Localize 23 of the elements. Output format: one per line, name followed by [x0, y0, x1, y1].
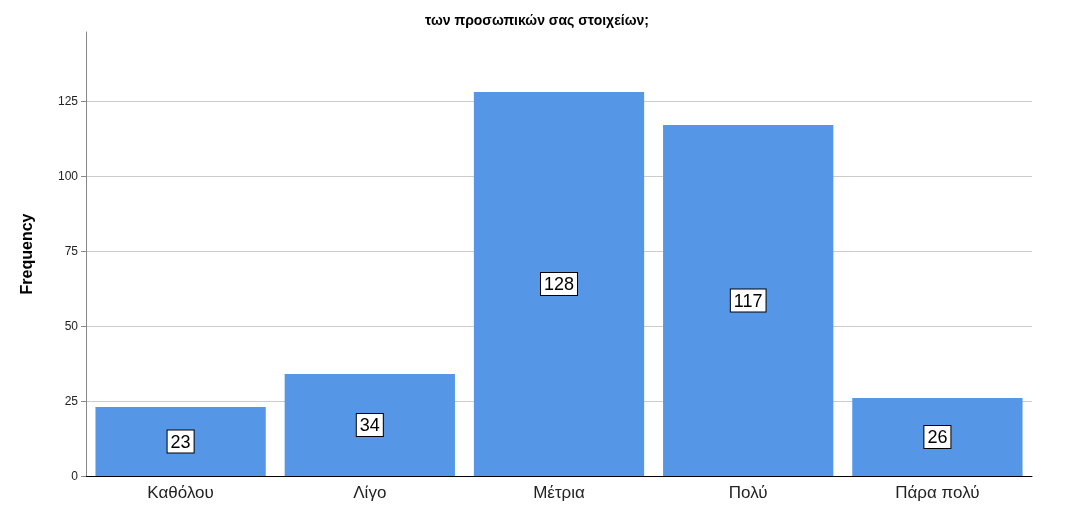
data-label: 26: [927, 427, 948, 447]
y-tick-label: 25: [64, 394, 79, 408]
bar: [473, 92, 645, 476]
y-tick-label: 100: [57, 169, 79, 183]
data-label: 23: [170, 431, 191, 452]
x-tick-label: Πολύ: [728, 483, 768, 502]
y-tick-label: 75: [64, 244, 79, 258]
data-label: 117: [733, 290, 763, 311]
bar: [852, 398, 1023, 476]
y-tick-label: 50: [64, 319, 79, 333]
x-tick-label: Πάρα πολύ: [895, 483, 980, 502]
bar: [284, 374, 455, 476]
x-tick-label: Λίγο: [353, 483, 387, 502]
y-tick-label: 0: [71, 469, 79, 483]
data-label: 34: [359, 415, 380, 435]
x-tick-label: Μέτρια: [533, 483, 586, 502]
x-tick-label: Καθόλου: [147, 483, 214, 502]
data-label: 128: [543, 274, 575, 294]
y-tick-label: 125: [57, 94, 79, 108]
bar: [95, 407, 266, 476]
y-axis-title: Frequency: [17, 213, 35, 295]
bar: [663, 125, 834, 476]
chart-title: των προσωπικών σας στοιχείων;: [425, 12, 649, 28]
